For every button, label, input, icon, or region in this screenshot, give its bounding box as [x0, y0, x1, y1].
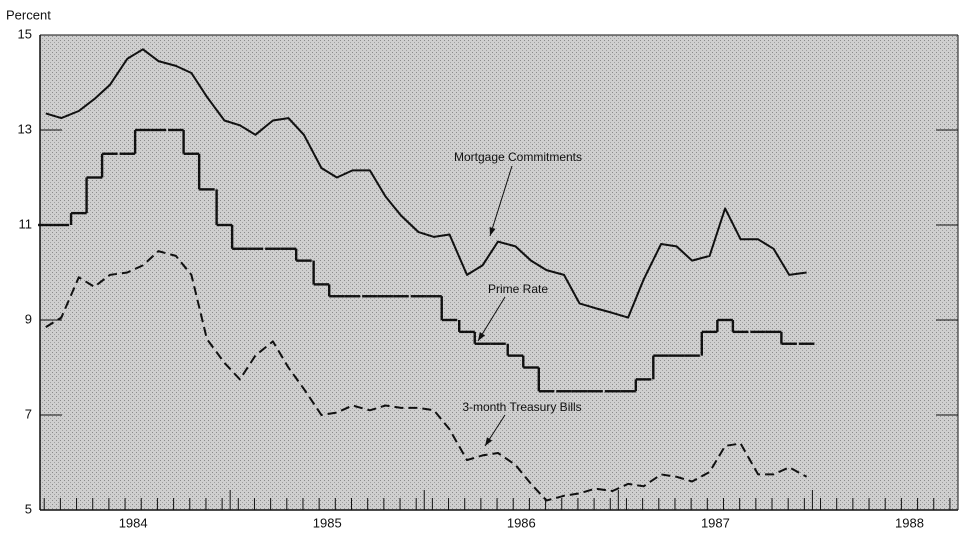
x-tick-label: 1987	[701, 515, 730, 530]
series-annotation: Prime Rate	[488, 282, 548, 296]
series-annotation: Mortgage Commitments	[454, 150, 582, 164]
annotation-arrow	[489, 165, 513, 237]
series-line	[45, 250, 808, 502]
y-tick-label: 7	[25, 406, 32, 421]
x-tick-label: 1984	[119, 515, 148, 530]
y-tick-label: 15	[18, 26, 32, 41]
arrow-head	[489, 227, 496, 236]
x-tick-label: 1985	[313, 515, 342, 530]
plot-background	[40, 35, 958, 510]
x-tick-label: 1988	[895, 515, 924, 530]
arrow-head	[485, 437, 493, 446]
annotation-arrow	[477, 296, 506, 342]
y-tick-label: 5	[25, 501, 32, 516]
arrow-head	[478, 332, 486, 341]
series-line	[45, 48, 807, 319]
series-annotation: 3-month Treasury Bills	[462, 400, 581, 414]
y-tick-label: 11	[19, 216, 33, 231]
y-tick-label: 9	[25, 311, 32, 326]
x-tick-label: 1986	[507, 515, 536, 530]
y-tick-label: 13	[18, 121, 32, 136]
y-axis-label: Percent	[6, 7, 51, 22]
